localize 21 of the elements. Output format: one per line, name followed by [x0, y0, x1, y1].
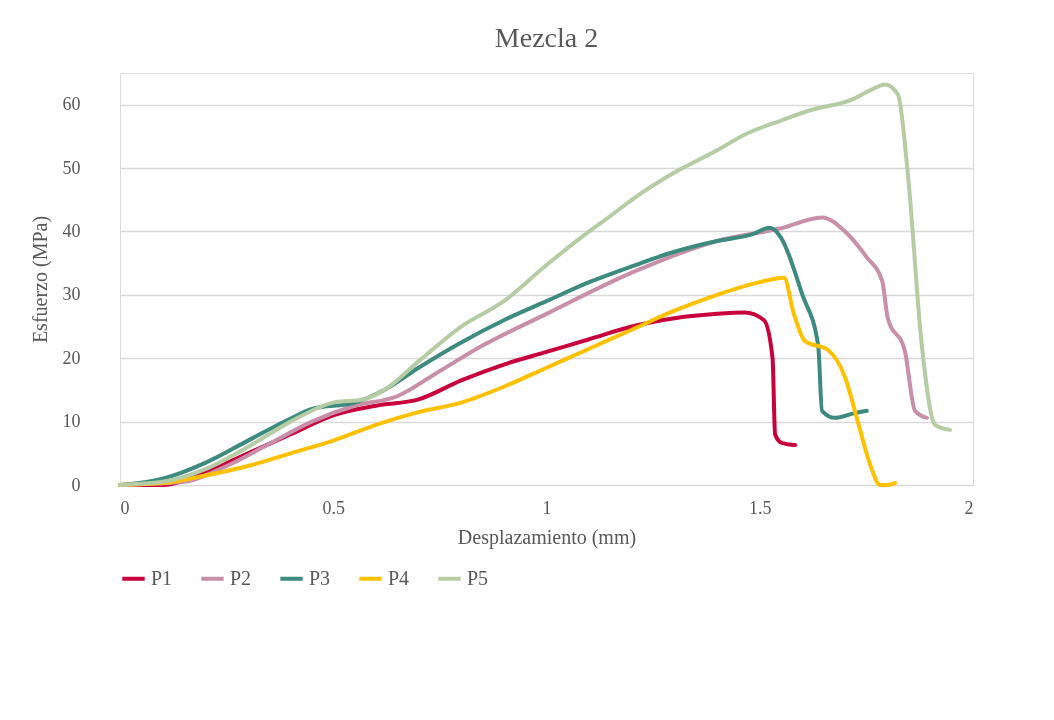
legend-label: P2: [230, 566, 252, 589]
x-tick-label: 1: [542, 497, 552, 518]
x-tick-label: 2: [964, 497, 974, 518]
y-tick-label: 0: [71, 474, 81, 495]
legend-label: P5: [467, 566, 489, 589]
x-tick-label: 0.5: [322, 497, 345, 518]
line-series: [118, 82, 952, 487]
legend-label: P1: [151, 566, 173, 589]
legend-label: P4: [388, 566, 410, 589]
y-tick-label: 40: [62, 220, 81, 241]
y-tick-label: 60: [62, 94, 81, 115]
y-tick-label: 50: [62, 157, 81, 178]
x-tick-label: 1.5: [749, 497, 772, 518]
x-tick-label: 0: [120, 497, 130, 518]
y-tick-label: 10: [62, 411, 81, 432]
y-axis-title: Esfuerzo (MPa): [28, 215, 52, 344]
y-tick-label: 30: [62, 284, 81, 305]
legend-label: P3: [309, 566, 331, 589]
x-axis-title: Desplazamiento (mm): [457, 525, 637, 549]
chart-title: Mezcla 2: [494, 22, 599, 53]
y-tick-label: 20: [62, 347, 81, 368]
